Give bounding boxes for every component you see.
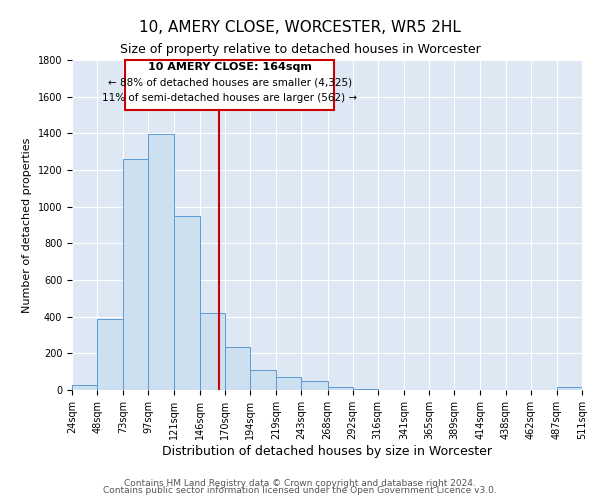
Bar bbox=[250, 370, 276, 390]
FancyBboxPatch shape bbox=[125, 60, 334, 110]
Y-axis label: Number of detached properties: Number of detached properties bbox=[22, 138, 32, 312]
Text: Contains public sector information licensed under the Open Government Licence v3: Contains public sector information licen… bbox=[103, 486, 497, 495]
Bar bbox=[173, 216, 200, 390]
Text: Contains HM Land Registry data © Crown copyright and database right 2024.: Contains HM Land Registry data © Crown c… bbox=[124, 478, 476, 488]
Text: ← 88% of detached houses are smaller (4,325): ← 88% of detached houses are smaller (4,… bbox=[107, 78, 352, 88]
X-axis label: Distribution of detached houses by size in Worcester: Distribution of detached houses by size … bbox=[162, 444, 492, 458]
Bar bbox=[72, 384, 97, 390]
Text: 11% of semi-detached houses are larger (562) →: 11% of semi-detached houses are larger (… bbox=[102, 92, 357, 102]
Bar bbox=[328, 387, 353, 390]
Bar bbox=[148, 134, 173, 390]
Bar bbox=[200, 313, 225, 390]
Bar bbox=[97, 318, 124, 390]
Bar bbox=[276, 377, 301, 390]
Text: Size of property relative to detached houses in Worcester: Size of property relative to detached ho… bbox=[119, 42, 481, 56]
Bar bbox=[301, 381, 328, 390]
Bar bbox=[557, 387, 582, 390]
Bar bbox=[124, 159, 148, 390]
Bar bbox=[225, 347, 250, 390]
Text: 10, AMERY CLOSE, WORCESTER, WR5 2HL: 10, AMERY CLOSE, WORCESTER, WR5 2HL bbox=[139, 20, 461, 35]
Text: 10 AMERY CLOSE: 164sqm: 10 AMERY CLOSE: 164sqm bbox=[148, 62, 311, 72]
Bar bbox=[353, 389, 378, 390]
